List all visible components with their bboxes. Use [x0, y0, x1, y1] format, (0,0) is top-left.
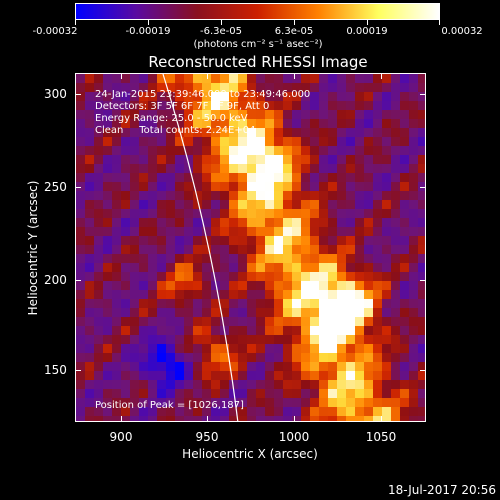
x-tick-mark [294, 73, 295, 79]
colorbar-tick-label: 0.00032 [441, 26, 483, 37]
info-peak-position: Position of Peak = [1026,187] [95, 400, 244, 411]
x-tick-mark [207, 416, 208, 422]
solar-limb-line [162, 74, 239, 421]
info-clean-counts: Clean Total counts: 2.24E+04 [95, 125, 256, 136]
y-tick-mark [420, 370, 426, 371]
y-tick-label: 250 [44, 180, 67, 194]
y-tick-mark [420, 280, 426, 281]
info-energy-range: Energy Range: 25.0 - 50.0 keV [95, 113, 248, 124]
rhessi-image [76, 74, 425, 421]
colorbar-tick-label: 0.00019 [346, 26, 388, 37]
info-time-range: 24-Jan-2015 23:39:46.000 to 23:49:46.000 [95, 89, 311, 100]
colorbar-tick-label: -0.00032 [32, 26, 78, 37]
y-tick-mark [420, 187, 426, 188]
colorbar-tick-label: -0.00019 [125, 26, 171, 37]
colorbar [75, 3, 440, 20]
info-detectors: Detectors: 3F 5F 6F 7F 8F 9F, Att 0 [95, 101, 270, 112]
x-tick-mark [121, 73, 122, 79]
y-tick-mark [75, 94, 81, 95]
y-tick-mark [75, 187, 81, 188]
y-tick-mark [75, 280, 81, 281]
y-axis-label: Heliocentric Y (arcsec) [26, 180, 40, 316]
colorbar-tick [294, 20, 295, 25]
x-tick-mark [294, 416, 295, 422]
x-axis-label: Heliocentric X (arcsec) [182, 447, 318, 461]
rhessi-image-plot: 24-Jan-2015 23:39:46.000 to 23:49:46.000… [75, 73, 426, 422]
y-tick-label: 150 [44, 363, 67, 377]
x-tick-label: 900 [109, 430, 133, 444]
colorbar-tick [367, 20, 368, 25]
timestamp: 18-Jul-2017 20:56 [387, 483, 496, 497]
colorbar-tick [221, 20, 222, 25]
plot-title: Reconstructed RHESSI Image [148, 53, 368, 71]
x-tick-mark [381, 416, 382, 422]
y-tick-mark [420, 94, 426, 95]
colorbar-tick-label: 6.3e-05 [274, 26, 314, 37]
x-tick-label: 1000 [278, 430, 310, 444]
colorbar-tick [75, 20, 76, 25]
x-tick-mark [381, 73, 382, 79]
x-tick-mark [207, 73, 208, 79]
y-tick-label: 300 [44, 87, 67, 101]
x-tick-label: 1050 [365, 430, 397, 444]
x-tick-mark [121, 416, 122, 422]
colorbar-tick [439, 20, 440, 25]
colorbar-tick-label: -6.3e-05 [200, 26, 242, 37]
y-tick-label: 200 [44, 273, 67, 287]
x-tick-label: 950 [195, 430, 219, 444]
colorbar-units: (photons cm⁻² s⁻¹ asec⁻²) [193, 39, 323, 50]
colorbar-tick [148, 20, 149, 25]
y-tick-mark [75, 370, 81, 371]
